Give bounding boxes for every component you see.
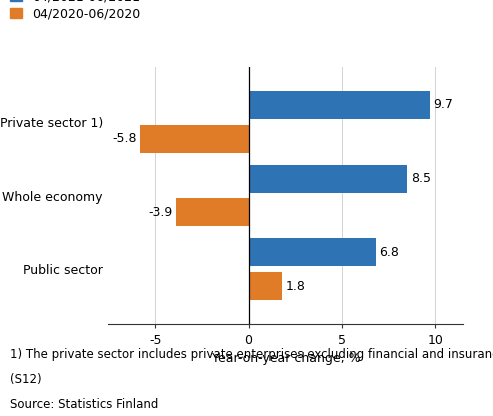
Bar (176, 198, 248, 226)
Text: Source: Statistics Finland: Source: Statistics Finland (10, 398, 158, 411)
Text: 6.8: 6.8 (379, 246, 399, 259)
Bar (248, 272, 282, 300)
Bar (248, 165, 407, 193)
Text: 9.7: 9.7 (433, 98, 453, 111)
Text: -5.8: -5.8 (112, 132, 137, 145)
X-axis label: Year-on-year change, %: Year-on-year change, % (211, 352, 360, 365)
Text: 1.8: 1.8 (285, 280, 306, 293)
Text: -3.9: -3.9 (148, 206, 173, 219)
Legend: 04/2021-06/2021, 04/2020-06/2020: 04/2021-06/2021, 04/2020-06/2020 (10, 0, 141, 20)
Text: 8.5: 8.5 (411, 172, 431, 185)
Bar (140, 125, 248, 153)
Text: 1) The private sector includes private enterprises excluding financial and insur: 1) The private sector includes private e… (10, 348, 493, 361)
Bar (248, 91, 430, 119)
Text: (S12): (S12) (10, 373, 41, 386)
Bar (248, 238, 376, 266)
